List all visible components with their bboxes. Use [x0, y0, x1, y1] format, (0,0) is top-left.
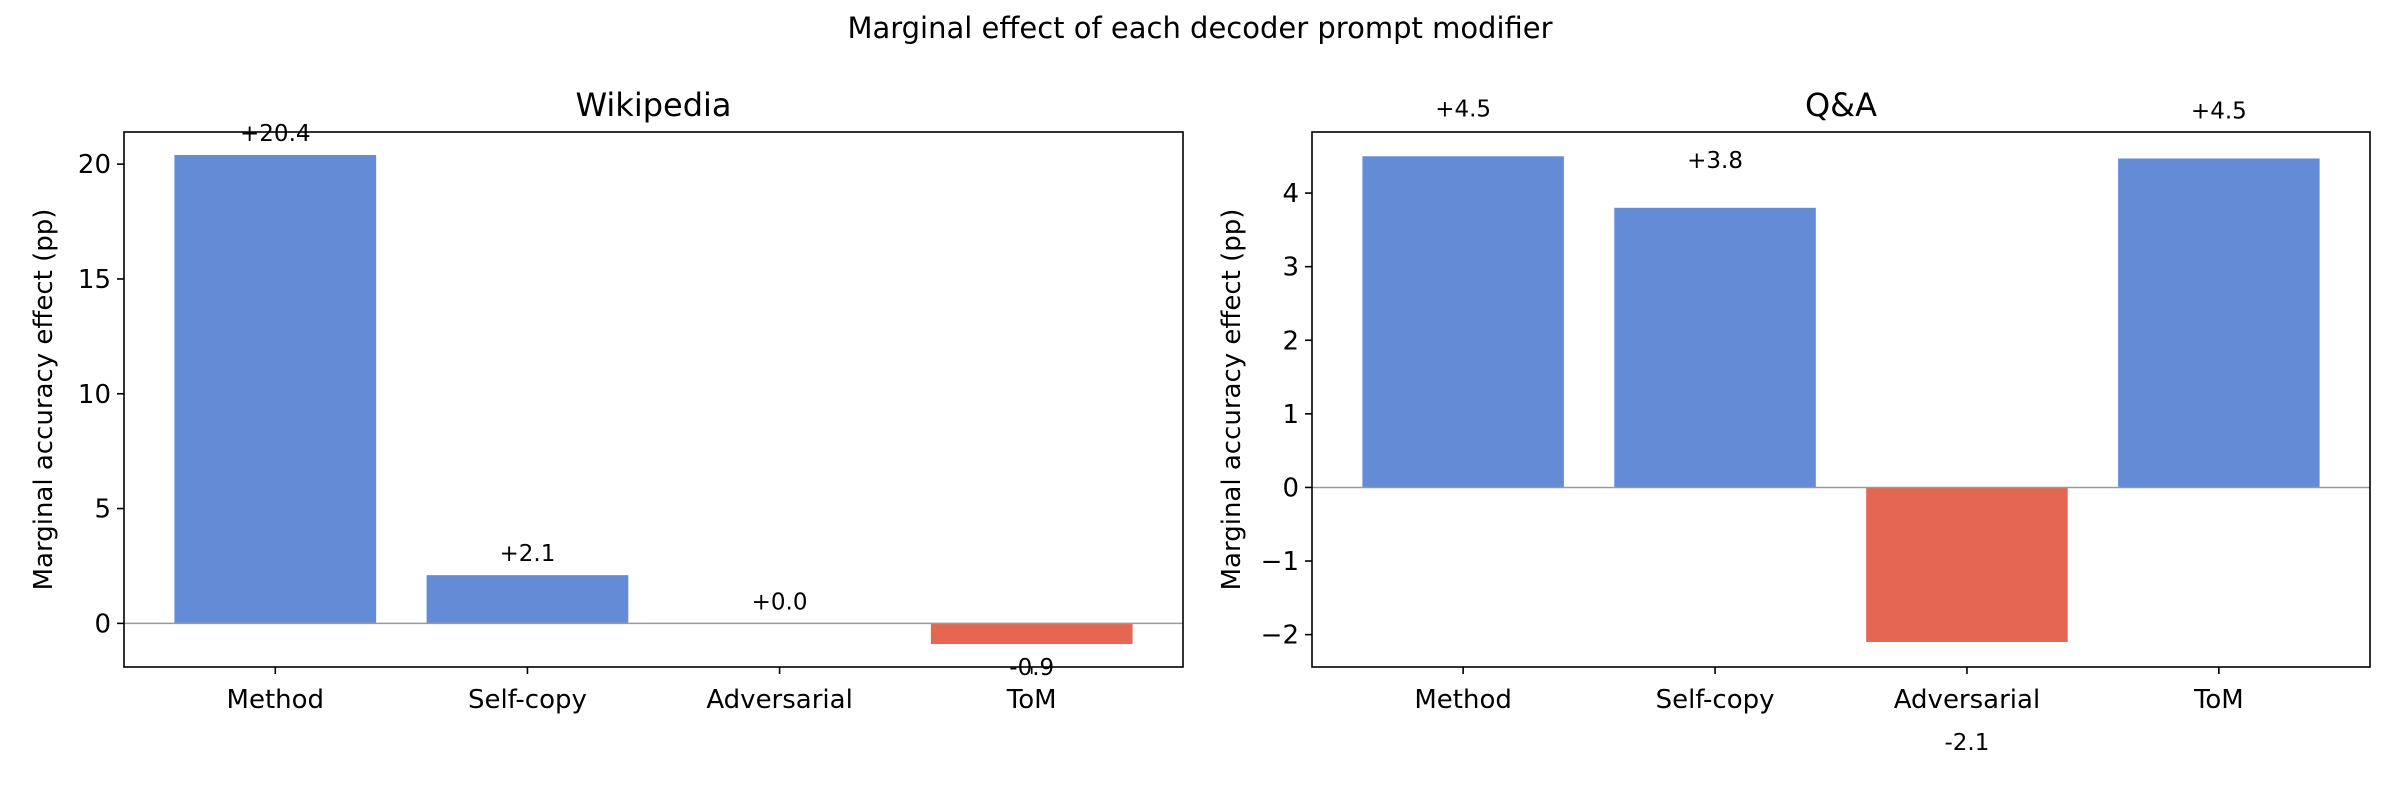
- x-tick-label: Adversarial: [1894, 685, 2040, 715]
- bar-method: [1362, 156, 1564, 488]
- y-tick-label: 15: [78, 265, 111, 295]
- x-tick-label: Self-copy: [1656, 685, 1775, 715]
- bar-method: [174, 154, 377, 624]
- panel-title: Q&A: [1805, 86, 1877, 124]
- data-label: +0.0: [752, 589, 808, 615]
- y-tick-label: 4: [1282, 179, 1299, 209]
- bar-self-copy: [426, 575, 629, 624]
- panel-wikipedia: 0 5 10 15 20 Method Self-copy Adversarial ToM +20…: [29, 86, 1184, 715]
- data-label: +2.1: [499, 541, 555, 567]
- bar-adversarial: [1866, 487, 2068, 642]
- data-label: -2.1: [1945, 730, 1990, 756]
- y-tick-label: 0: [94, 609, 111, 639]
- bar-tom: [2118, 158, 2320, 488]
- y-tick-label: −2: [1261, 621, 1299, 651]
- y-tick-label: 20: [78, 150, 111, 180]
- y-axis-label: Marginal accuracy effect (pp): [29, 209, 59, 591]
- x-tick-label: Method: [227, 685, 325, 715]
- x-tick-label: Adversarial: [706, 685, 852, 715]
- panel-qa: −2 −1 0 1 2 3 4 Method Self-copy Adversarial ToM +4…: [1217, 86, 2371, 756]
- plot-frame: [1311, 131, 2371, 668]
- y-tick-label: 5: [94, 495, 111, 525]
- data-label: +20.4: [240, 121, 310, 147]
- figure-title: Marginal effect of each decoder prompt m…: [847, 11, 1552, 45]
- bar-self-copy: [1614, 207, 1816, 488]
- y-tick-label: 1: [1282, 400, 1299, 430]
- y-tick-label: 2: [1282, 326, 1299, 356]
- panel-title: Wikipedia: [575, 86, 731, 124]
- bar-tom: [930, 623, 1133, 645]
- data-label: +4.5: [1435, 96, 1491, 122]
- y-tick-label: 0: [1282, 473, 1299, 503]
- y-axis-label: Marginal accuracy effect (pp): [1217, 209, 1247, 591]
- y-tick-label: 3: [1282, 253, 1299, 283]
- x-tick-label: Self-copy: [468, 685, 587, 715]
- x-tick-label: Method: [1414, 685, 1512, 715]
- y-tick-label: 10: [78, 380, 111, 410]
- x-tick-label: ToM: [2193, 685, 2244, 715]
- x-tick-label: ToM: [1006, 685, 1057, 715]
- plot-frame: [123, 131, 1184, 668]
- data-label: +3.8: [1687, 148, 1743, 174]
- data-label: -0.9: [1009, 655, 1054, 681]
- data-label: +4.5: [2191, 98, 2247, 124]
- y-tick-label: −1: [1261, 547, 1299, 577]
